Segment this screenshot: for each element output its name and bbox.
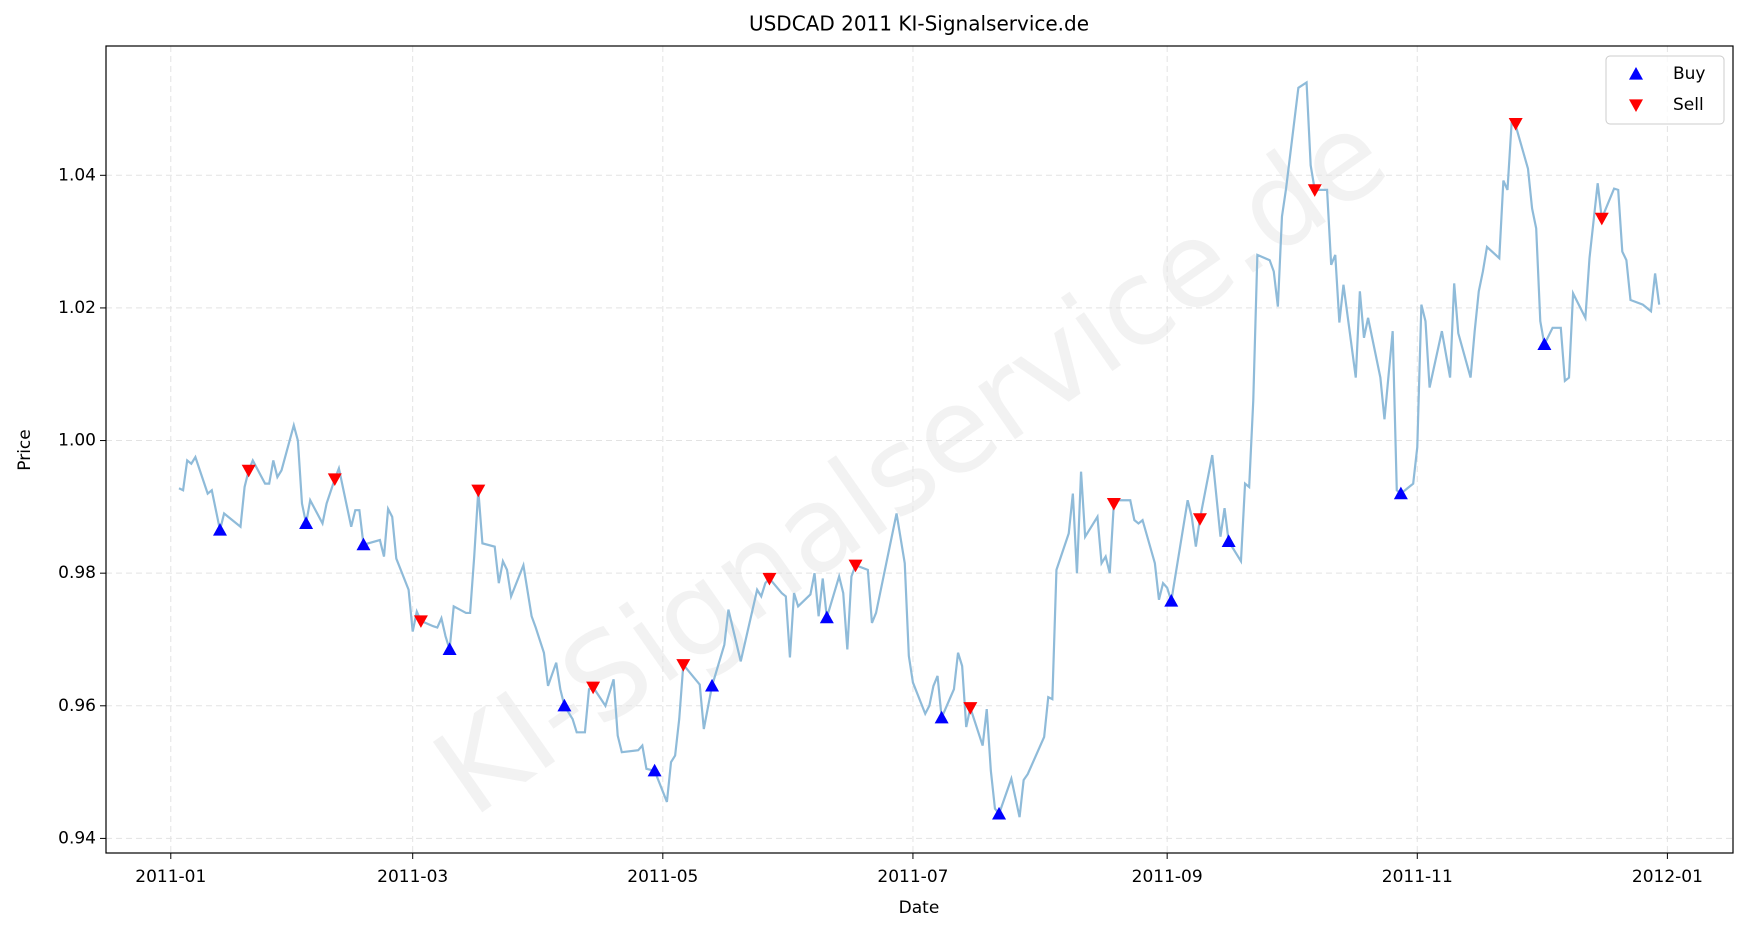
x-axis-label: Date (899, 898, 940, 918)
y-tick-label: 1.02 (58, 298, 96, 318)
signal-marker (1164, 594, 1179, 607)
legend-label: Buy (1673, 64, 1706, 84)
signal-marker (241, 464, 256, 478)
signal-marker (848, 559, 863, 573)
signal-marker (356, 537, 371, 551)
signal-marker (212, 523, 227, 536)
x-tick-label: 2011-11 (1382, 867, 1453, 887)
signal-marker (1393, 486, 1408, 500)
signal-marker (1537, 337, 1552, 350)
signal-marker (647, 763, 662, 777)
signal-marker (1106, 497, 1121, 511)
signal-marker (992, 806, 1007, 820)
y-tick-label: 0.98 (58, 563, 96, 583)
legend: Buy Sell (1605, 55, 1725, 125)
chart-title: USDCAD 2011 KI-Signalservice.de (749, 12, 1089, 36)
legend-marker (1629, 99, 1643, 112)
signal-marker (586, 681, 601, 695)
legend-marker (1629, 67, 1643, 80)
y-axis-label: Price (15, 429, 35, 470)
plot-frame (105, 45, 1734, 854)
signal-marker (327, 473, 342, 487)
signal-marker (705, 678, 720, 692)
x-tick-label: 2011-07 (877, 867, 948, 887)
x-tick-label: 2011-01 (135, 867, 206, 887)
x-tick-label: 2011-09 (1132, 867, 1203, 887)
signal-marker (963, 702, 978, 715)
signal-marker (471, 484, 486, 498)
signal-marker (442, 642, 457, 656)
signal-marker (676, 659, 691, 672)
legend-label: Sell (1673, 95, 1704, 115)
signal-marker (762, 572, 777, 586)
x-tick-label: 2011-03 (377, 867, 448, 887)
signal-marker (1508, 117, 1523, 131)
signal-marker (1307, 184, 1322, 197)
signal-marker (299, 516, 314, 530)
x-tick-label: 2011-05 (627, 867, 698, 887)
signal-marker (1594, 212, 1609, 226)
signal-marker (934, 710, 949, 724)
y-tick-label: 1.04 (58, 165, 96, 185)
signal-marker (557, 698, 572, 712)
signal-marker (413, 615, 428, 628)
watermark: KI-Signalservice.de (410, 84, 1411, 842)
x-tick-label: 2012-01 (1632, 867, 1703, 887)
y-tick-label: 1.00 (58, 431, 96, 451)
y-tick-label: 0.94 (58, 828, 96, 848)
signal-marker (1192, 513, 1207, 526)
signal-marker (819, 610, 834, 624)
legend-box (1605, 55, 1725, 125)
signal-marker (1221, 534, 1236, 547)
y-tick-label: 0.96 (58, 696, 96, 716)
